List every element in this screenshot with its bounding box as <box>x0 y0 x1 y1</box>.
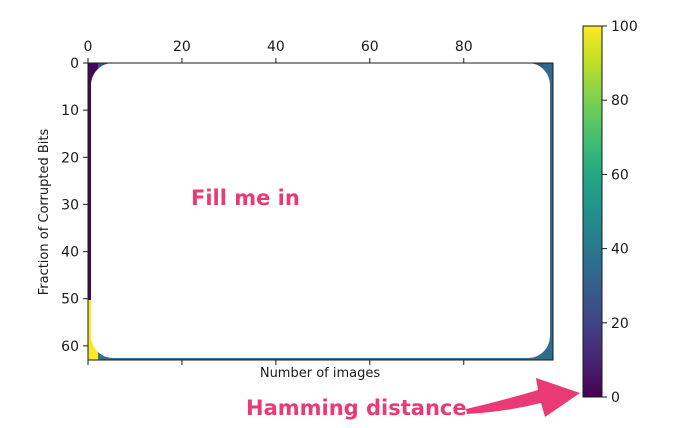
colorbar-gradient <box>582 25 603 398</box>
heatmap-area <box>87 62 554 361</box>
y-tick-label: 30 <box>61 197 79 213</box>
x-tick-label: 40 <box>267 39 285 55</box>
y-axis-label: Fraction of Corrupted Bits <box>37 129 52 296</box>
colorbar-tick-label: 20 <box>611 316 629 332</box>
y-tick-label: 20 <box>61 150 79 166</box>
colorbar-tick-label: 100 <box>611 19 638 35</box>
colorbar: 0 20 40 60 80 100 <box>582 19 638 406</box>
y-tick-label: 60 <box>61 339 79 355</box>
y-tick-label: 10 <box>61 103 79 119</box>
x-tick-label: 0 <box>84 39 93 55</box>
colorbar-tick-label: 40 <box>611 242 629 258</box>
colorbar-tick-label: 60 <box>611 167 629 183</box>
fill-me-in-annotation: Fill me in <box>191 186 300 210</box>
x-tick-label: 80 <box>455 39 473 55</box>
colorbar-tick-label: 80 <box>611 93 629 109</box>
y-tick-label: 50 <box>61 292 79 308</box>
y-axis: 0 10 20 30 40 50 60 <box>61 56 88 355</box>
plot-frame <box>87 62 554 361</box>
annotation-arrow <box>466 378 580 417</box>
hamming-distance-annotation: Hamming distance <box>246 396 467 420</box>
colorbar-ticks: 0 20 40 60 80 100 <box>602 19 638 406</box>
x-axis-top: 0 20 40 60 80 <box>84 39 473 63</box>
y-tick-label: 0 <box>70 56 79 72</box>
x-tick-label: 60 <box>361 39 379 55</box>
x-axis-label: Number of images <box>260 366 381 381</box>
y-tick-label: 40 <box>61 245 79 261</box>
colorbar-tick-label: 0 <box>611 390 620 406</box>
white-fill-region <box>91 63 550 358</box>
x-axis-bottom <box>87 360 465 365</box>
x-tick-label: 20 <box>173 39 191 55</box>
